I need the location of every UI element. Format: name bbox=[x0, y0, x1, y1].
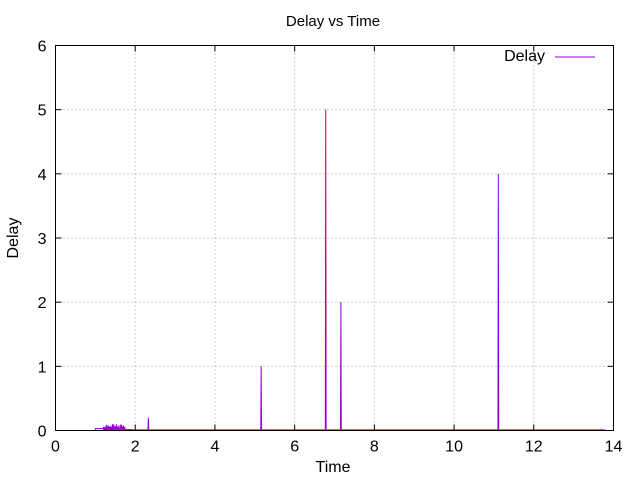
x-tick-label: 0 bbox=[51, 439, 60, 456]
x-tick-label: 12 bbox=[525, 439, 543, 456]
x-tick-label: 4 bbox=[210, 439, 219, 456]
y-tick-label: 0 bbox=[38, 424, 47, 441]
series-noise-delay bbox=[102, 424, 126, 432]
x-axis-label: Time bbox=[316, 459, 351, 476]
series-layer bbox=[94, 109, 606, 432]
y-tick-label: 4 bbox=[38, 167, 47, 184]
x-tick-label: 10 bbox=[445, 439, 463, 456]
y-tick-label: 5 bbox=[38, 103, 47, 120]
grid-lines bbox=[55, 45, 614, 431]
legend-label-delay: Delay bbox=[504, 48, 545, 65]
y-tick-label: 3 bbox=[38, 231, 47, 248]
x-tick-label: 14 bbox=[605, 439, 623, 456]
series-line-delay bbox=[94, 109, 606, 431]
x-tick-label: 8 bbox=[370, 439, 379, 456]
legend: Delay bbox=[504, 48, 595, 65]
y-tick-label: 6 bbox=[38, 39, 47, 56]
y-tick-label: 2 bbox=[38, 295, 47, 312]
chart-title: Delay vs Time bbox=[286, 13, 380, 30]
y-axis-label: Delay bbox=[5, 218, 22, 259]
plot-frame bbox=[55, 45, 614, 431]
x-tick-label: 6 bbox=[290, 439, 299, 456]
x-tick-label: 2 bbox=[131, 439, 140, 456]
y-tick-label: 1 bbox=[38, 359, 47, 376]
